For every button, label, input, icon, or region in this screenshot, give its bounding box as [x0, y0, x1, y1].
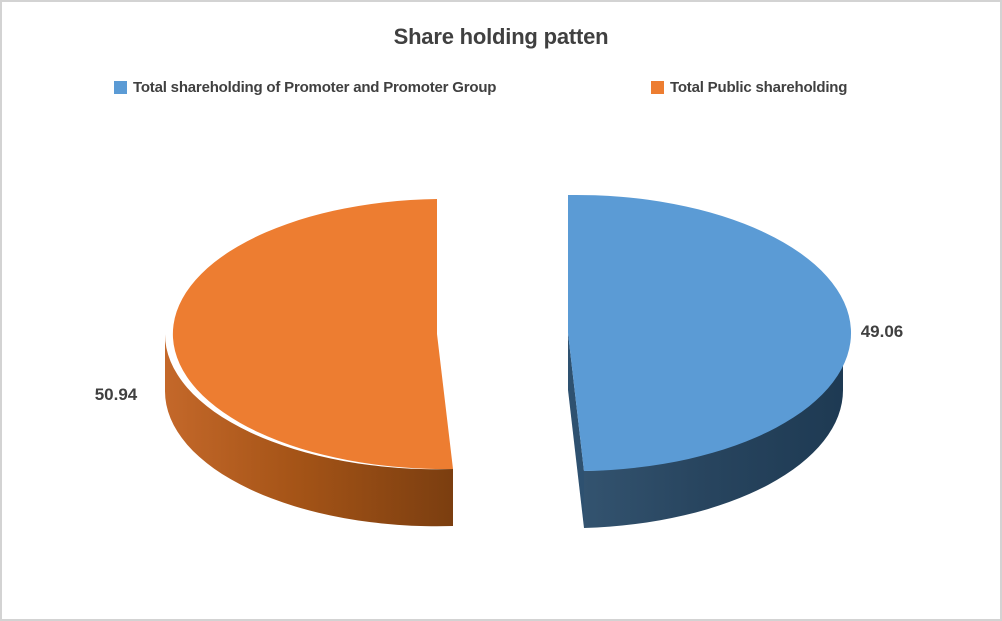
pie-slice-public-rim[interactable]	[164, 334, 454, 527]
pie-slice-promoter-top[interactable]	[568, 194, 852, 471]
pie-slice-public-top[interactable]	[172, 199, 453, 470]
legend-label-promoter: Total shareholding of Promoter and Promo…	[133, 79, 497, 96]
data-label-public: 50.94	[94, 385, 138, 404]
legend-label-public: Total Public shareholding	[670, 79, 848, 96]
legend-swatch-orange-icon	[651, 81, 664, 94]
pie-slice-promoter-cut-face[interactable]	[568, 333, 584, 528]
legend-item-promoter[interactable]: Total shareholding of Promoter and Promo…	[114, 79, 496, 96]
legend-swatch-blue-icon	[114, 81, 127, 94]
legend-item-public[interactable]: Total Public shareholding	[651, 79, 847, 96]
chart-title: Share holding patten	[393, 24, 609, 49]
pie-slice-promoter-rim[interactable]	[584, 333, 844, 528]
data-label-promoter: 49.06	[860, 322, 904, 341]
